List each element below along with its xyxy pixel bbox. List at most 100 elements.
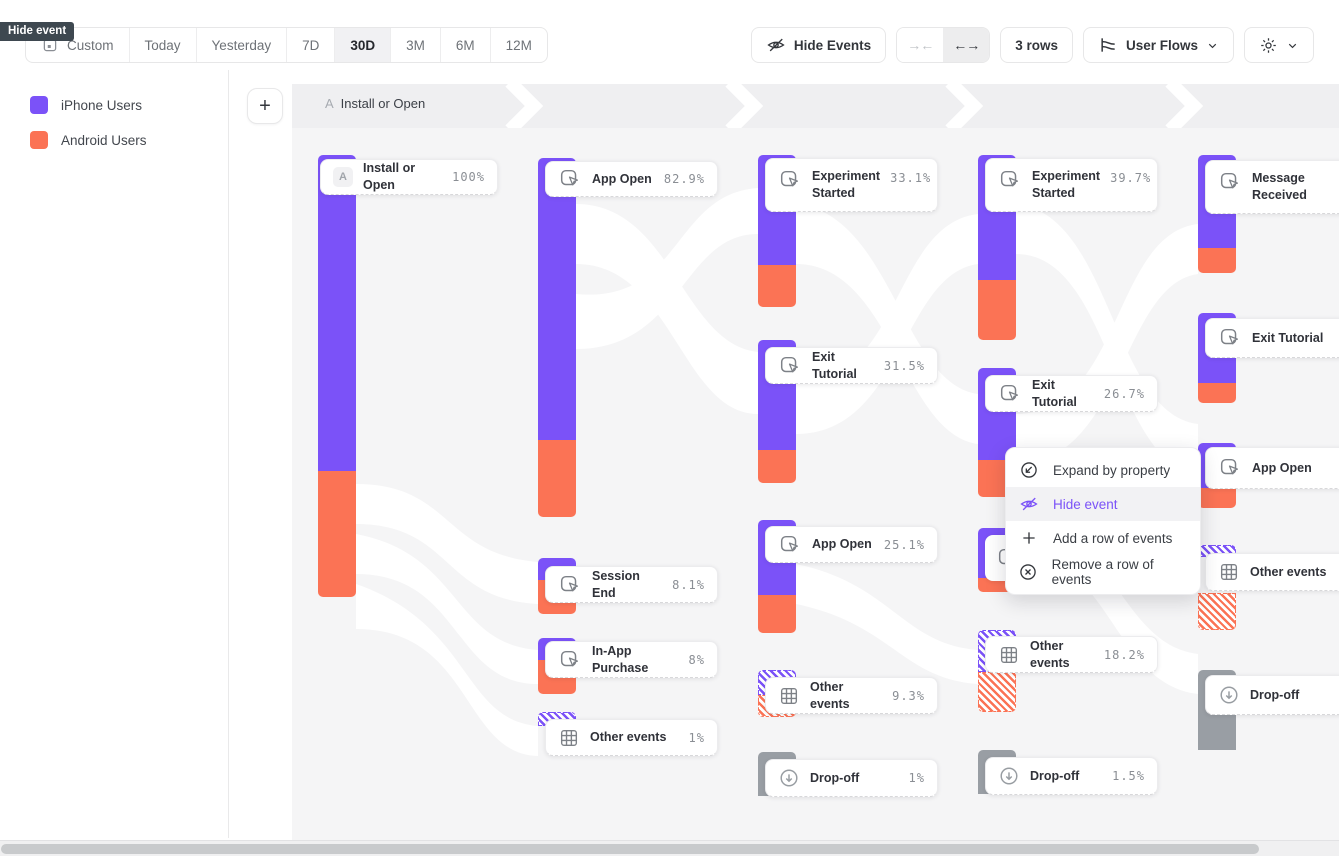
date-range-label: 30D bbox=[350, 37, 376, 53]
event-card-app-open[interactable]: App Open bbox=[1205, 447, 1339, 489]
event-icon bbox=[1218, 170, 1242, 194]
event-card-other-events[interactable]: Other events 1% bbox=[545, 719, 718, 756]
event-card-app-open[interactable]: App Open 25.1% bbox=[765, 526, 938, 563]
flow-bar-segment[interactable] bbox=[758, 595, 796, 633]
date-range-30d-selected[interactable]: 30D bbox=[334, 28, 391, 62]
drop-off-icon bbox=[778, 767, 800, 789]
add-step-button[interactable]: + bbox=[247, 88, 283, 124]
event-percent: 82.9% bbox=[663, 172, 705, 186]
flow-bar-segment[interactable] bbox=[538, 440, 576, 517]
collapse-columns-button[interactable]: →← bbox=[897, 28, 944, 62]
step-name: Install or Open bbox=[340, 96, 426, 111]
view-selector[interactable]: User Flows bbox=[1082, 27, 1234, 63]
date-range-12m[interactable]: 12M bbox=[489, 28, 547, 62]
settings-button[interactable] bbox=[1244, 27, 1314, 63]
flow-bar-segment[interactable] bbox=[978, 280, 1016, 340]
event-card-other-events[interactable]: Other events 18.2% bbox=[985, 636, 1158, 673]
menu-item-expand-by-property[interactable]: Expand by property bbox=[1006, 453, 1200, 487]
event-name: Experiment Started bbox=[812, 169, 881, 200]
event-card-install-or-open[interactable]: A Install or Open 100% bbox=[320, 159, 498, 195]
flow-bar-segment-hatched[interactable] bbox=[978, 672, 1016, 712]
date-range-7d[interactable]: 7D bbox=[286, 28, 334, 62]
event-percent: 31.5% bbox=[883, 358, 925, 373]
user-flows-icon bbox=[1098, 35, 1118, 55]
legend-item-android-users[interactable]: Android Users bbox=[30, 131, 147, 149]
rows-button[interactable]: 3 rows bbox=[1000, 27, 1073, 63]
flow-bar-segment[interactable] bbox=[318, 471, 356, 597]
date-range-yesterday[interactable]: Yesterday bbox=[195, 28, 287, 62]
legend-item-iphone-users[interactable]: iPhone Users bbox=[30, 96, 142, 114]
hide-event-tooltip: Hide event bbox=[0, 22, 75, 41]
event-card-drop-off[interactable]: Drop-off 1% bbox=[765, 759, 938, 797]
expand-columns-button[interactable]: ←→ bbox=[943, 28, 990, 62]
drop-off-icon bbox=[998, 765, 1020, 787]
legend-label: iPhone Users bbox=[61, 97, 143, 113]
date-range-label: Yesterday bbox=[211, 37, 272, 53]
hide-events-button[interactable]: Hide Events bbox=[750, 27, 887, 63]
panel-divider bbox=[228, 70, 229, 838]
grid-icon bbox=[558, 727, 580, 749]
event-card-other-events[interactable]: Other events bbox=[1205, 553, 1339, 591]
flow-bar-segment[interactable] bbox=[1198, 248, 1236, 273]
chevron-down-icon bbox=[1286, 39, 1299, 52]
step-a-label[interactable]: A Install or Open bbox=[325, 96, 425, 111]
event-icon bbox=[558, 573, 582, 597]
event-name: Session End bbox=[592, 568, 640, 600]
event-card-other-events[interactable]: Other events 9.3% bbox=[765, 677, 938, 714]
menu-item-hide-event[interactable]: Hide event bbox=[1006, 487, 1200, 521]
event-name: Drop-off bbox=[810, 770, 860, 785]
event-percent: 8.1% bbox=[672, 577, 705, 592]
eye-off-icon bbox=[1018, 494, 1040, 514]
horizontal-scrollbar-thumb[interactable] bbox=[1, 844, 1259, 854]
collapse-arrows-icon: →← bbox=[907, 37, 934, 53]
event-card-in-app-purchase[interactable]: In-App Purchase 8% bbox=[545, 641, 718, 678]
flow-bar-segment[interactable] bbox=[1198, 488, 1236, 508]
event-card-drop-off[interactable]: Drop-off bbox=[1205, 675, 1339, 715]
hide-events-label: Hide Events bbox=[793, 37, 872, 53]
event-name: App Open bbox=[812, 537, 872, 552]
event-name: Other events bbox=[810, 679, 850, 711]
event-percent: 100% bbox=[452, 170, 485, 184]
event-icon bbox=[558, 648, 582, 672]
event-card-exit-tutorial[interactable]: Exit Tutorial 26.7% bbox=[985, 375, 1158, 412]
step-header-strip[interactable]: A Install or Open bbox=[292, 84, 1339, 128]
expand-by-property-icon bbox=[1018, 460, 1040, 480]
drop-off-icon bbox=[1218, 684, 1240, 706]
date-range-3m[interactable]: 3M bbox=[390, 28, 440, 62]
flow-bar-segment[interactable] bbox=[538, 158, 576, 440]
menu-item-label: Add a row of events bbox=[1053, 530, 1173, 546]
event-name: Other events bbox=[590, 730, 667, 745]
event-card-session-end[interactable]: Session End 8.1% bbox=[545, 566, 718, 603]
gear-icon bbox=[1259, 36, 1278, 55]
event-name: Exit Tutorial bbox=[1032, 377, 1077, 409]
flow-bar-segment-hatched[interactable] bbox=[1198, 593, 1236, 630]
event-icon bbox=[778, 533, 802, 557]
event-icon bbox=[778, 354, 802, 378]
menu-item-remove-row-of-events[interactable]: Remove a row of events bbox=[1006, 555, 1200, 589]
event-card-drop-off[interactable]: Drop-off 1.5% bbox=[985, 757, 1158, 795]
event-card-experiment-started[interactable]: Experiment Started 33.1% bbox=[765, 158, 938, 212]
event-card-experiment-started[interactable]: Experiment Started 39.7% bbox=[985, 158, 1158, 212]
date-range-label: 3M bbox=[406, 37, 425, 53]
date-range-picker: Custom Today Yesterday 7D 30D 3M 6M 12M bbox=[25, 27, 548, 63]
event-card-exit-tutorial[interactable]: Exit Tutorial bbox=[1205, 318, 1339, 358]
event-percent: 9.3% bbox=[892, 688, 925, 703]
event-card-app-open[interactable]: App Open 82.9% bbox=[545, 161, 718, 197]
plus-icon bbox=[1018, 529, 1040, 547]
flow-bar-segment[interactable] bbox=[318, 155, 356, 471]
menu-item-label: Expand by property bbox=[1053, 462, 1171, 478]
date-range-today[interactable]: Today bbox=[128, 28, 196, 62]
grid-icon bbox=[778, 685, 800, 707]
flow-bar-segment[interactable] bbox=[758, 450, 796, 483]
date-range-6m[interactable]: 6M bbox=[439, 28, 490, 62]
event-percent: 8% bbox=[688, 652, 705, 667]
flow-bar-segment[interactable] bbox=[1198, 383, 1236, 403]
eye-off-icon bbox=[766, 35, 786, 55]
event-card-message-received[interactable]: Message Received bbox=[1205, 160, 1339, 214]
menu-item-add-row-of-events[interactable]: Add a row of events bbox=[1006, 521, 1200, 555]
flow-bar-segment[interactable] bbox=[758, 265, 796, 307]
event-card-exit-tutorial[interactable]: Exit Tutorial 31.5% bbox=[765, 347, 938, 384]
event-name: Exit Tutorial bbox=[1252, 330, 1324, 345]
event-name: Experiment Started bbox=[1032, 169, 1101, 200]
